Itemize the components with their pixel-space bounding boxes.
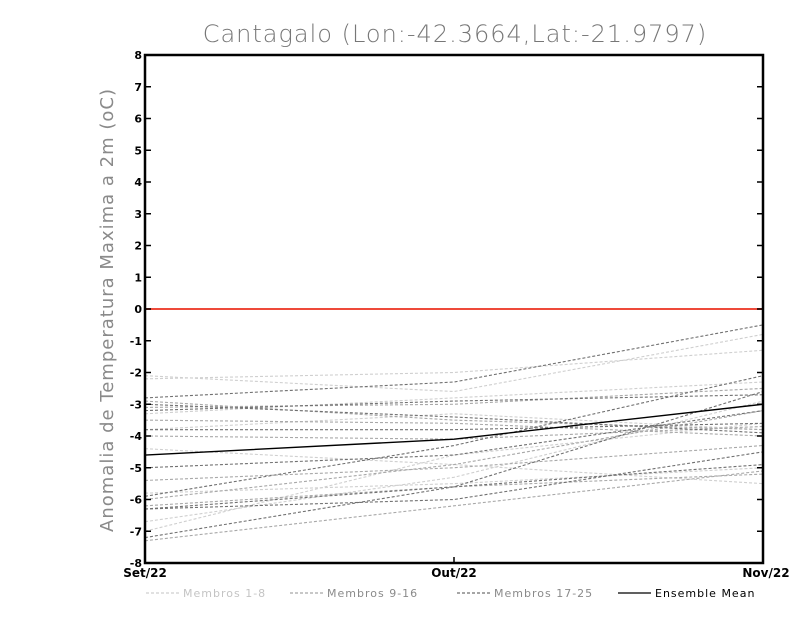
y-tick-label: -6	[130, 494, 143, 507]
member-line-m15	[144, 470, 764, 542]
member-line-m5	[144, 448, 764, 485]
y-tick-label: 2	[134, 240, 142, 253]
x-axis-ticks: Set/22 Out/22 Nov/22	[123, 557, 790, 580]
member-line-m12	[144, 425, 764, 440]
ensemble-mean-line	[144, 403, 764, 456]
member-line-m7	[144, 400, 764, 523]
y-tick-label: 0	[134, 303, 142, 316]
member-line-m1	[144, 333, 764, 393]
member-line-m14	[144, 473, 764, 507]
legend: Membros 1-8 Membros 9-16 Membros 17-25 Ense…	[146, 587, 755, 600]
member-line-m6	[144, 467, 764, 494]
x-tick-label: Set/22	[123, 566, 167, 580]
y-tick-label: -1	[130, 335, 142, 348]
member-line-m11	[144, 419, 764, 437]
y-tick-label: 4	[134, 176, 142, 189]
legend-label: Membros 1-8	[183, 587, 266, 600]
y-tick-label: -7	[130, 525, 142, 538]
y-axis-ticks: 8 7 6 5 4 3 2 1 0 -1 -2 -3 -4 -5 -6 -7 -8	[130, 49, 763, 570]
legend-label: Membros 17-25	[494, 587, 593, 600]
series-layer	[144, 324, 764, 542]
member-line-m13	[144, 444, 764, 481]
member-line-m21	[144, 410, 764, 469]
x-tick-label: Nov/22	[742, 566, 789, 580]
member-line-m18	[144, 394, 764, 412]
y-tick-label: -2	[130, 367, 142, 380]
y-tick-label: -4	[130, 430, 143, 443]
x-tick-label: Out/22	[431, 566, 477, 580]
legend-label: Ensemble Mean	[655, 587, 755, 600]
member-line-m2	[144, 349, 764, 380]
member-line-m3	[144, 381, 764, 415]
y-tick-label: -5	[130, 462, 142, 475]
y-tick-label: 7	[134, 81, 142, 94]
y-axis-label: Anomalia de Temperatura Maxima a 2m (oC)	[97, 88, 118, 532]
member-line-m4	[144, 413, 764, 431]
member-line-m16	[144, 410, 764, 501]
chart-title: Cantagalo (Lon:-42.3664,Lat:-21.9797)	[203, 20, 708, 48]
y-tick-label: 3	[134, 208, 142, 221]
y-tick-label: 8	[134, 49, 142, 62]
legend-label: Membros 9-16	[327, 587, 418, 600]
member-line-m24	[144, 451, 764, 510]
member-line-m10	[144, 387, 764, 408]
y-tick-label: -3	[130, 398, 142, 411]
y-tick-label: 5	[134, 144, 142, 157]
member-line-m23	[144, 464, 764, 510]
member-line-m19	[144, 403, 764, 434]
y-tick-label: -8	[130, 557, 142, 570]
y-tick-label: 6	[134, 113, 142, 126]
y-tick-label: 1	[134, 271, 142, 284]
member-line-m8	[144, 422, 764, 532]
member-line-m9	[144, 400, 764, 431]
